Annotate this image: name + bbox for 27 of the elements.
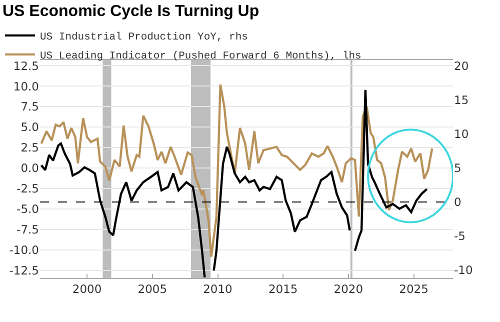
x-tick-label: 2005	[138, 282, 168, 296]
legend-label: US Leading Indicator (Pushed Forward 6 Months), lhs	[40, 50, 362, 63]
y-tick-label: 5.0	[20, 120, 39, 134]
y2-tick-label: 15	[454, 93, 469, 108]
y-tick-label: -7.5	[16, 222, 39, 237]
x-tick-label: 2025	[399, 282, 428, 296]
y-tick-label: 2.5	[20, 140, 39, 155]
y-tick-label: -10.0	[9, 243, 39, 258]
y2-tick-label: -5	[454, 228, 466, 243]
y-tick-label: -5.0	[16, 202, 39, 216]
y-tick-label: -12.5	[9, 264, 39, 278]
y-tick-label: -2.5	[16, 182, 39, 196]
x-tick-label: 2020	[334, 282, 364, 296]
y2-tick-label: 0	[454, 194, 462, 209]
y2-tick-label: 20	[454, 59, 469, 74]
x-tick-label: 2010	[203, 282, 232, 296]
x-tick-label: 2000	[72, 282, 102, 296]
chart-title: US Economic Cycle Is Turning Up	[2, 3, 260, 20]
y-tick-label: 0.0	[20, 161, 39, 176]
legend-label: US Industrial Production YoY, rhs	[40, 32, 248, 44]
y2-tick-label: 5	[454, 161, 462, 176]
x-tick-label: 2015	[268, 282, 298, 296]
y2-tick-label: 10	[454, 127, 469, 142]
y2-tick-label: -10	[454, 262, 473, 277]
y-tick-label: 12.5	[13, 58, 39, 73]
y-tick-label: 10.0	[13, 79, 39, 94]
y-tick-label: 7.5	[20, 100, 39, 114]
